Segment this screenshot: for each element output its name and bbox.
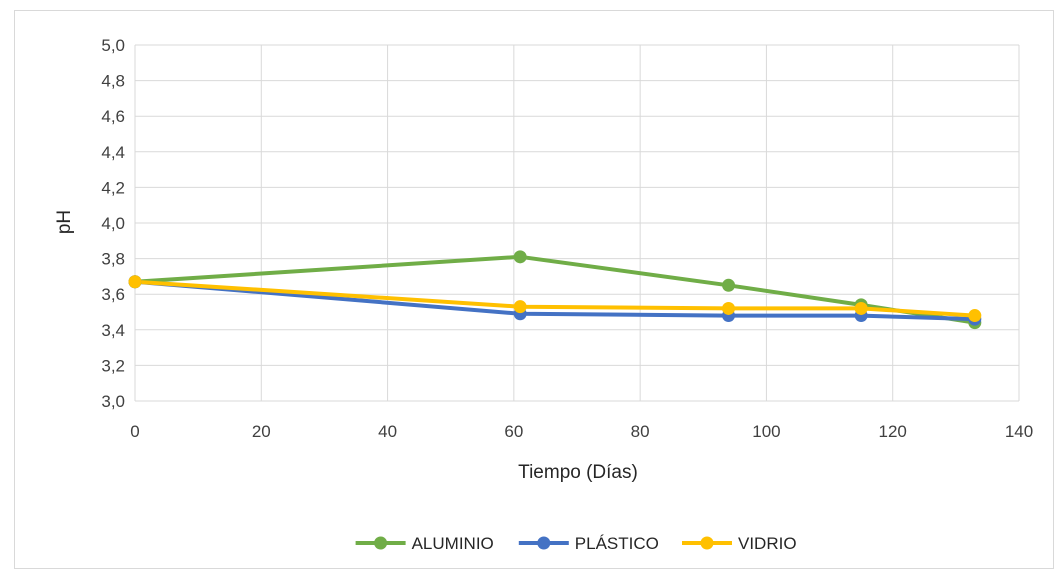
y-tick-label: 4,0 [101, 214, 125, 233]
x-tick-label: 140 [1005, 422, 1033, 441]
legend: ALUMINIO PLÁSTICO VIDRIO [355, 534, 797, 553]
y-tick-label: 3,6 [101, 285, 125, 304]
x-tick-label: 80 [631, 422, 650, 441]
data-point [968, 309, 982, 323]
y-tick-label: 3,8 [101, 250, 125, 269]
y-tick-label: 5,0 [101, 36, 125, 55]
legend-marker [537, 536, 551, 550]
data-point [854, 301, 868, 315]
y-axis-title: pH [54, 210, 75, 234]
x-axis-title: Tiempo (Días) [518, 462, 638, 483]
x-tick-label: 120 [879, 422, 907, 441]
series-points [128, 250, 982, 330]
x-tick-label: 100 [752, 422, 780, 441]
legend-label: ALUMINIO [412, 534, 494, 553]
x-tick-label: 40 [378, 422, 397, 441]
y-tick-label: 3,0 [101, 392, 125, 411]
x-tick-label: 0 [130, 422, 139, 441]
y-tick-label: 4,2 [101, 178, 125, 197]
data-point [128, 275, 142, 289]
legend-marker [374, 536, 388, 550]
data-point [513, 250, 527, 264]
y-tick-label: 4,6 [101, 107, 125, 126]
chart-frame [14, 10, 1054, 569]
data-point [513, 300, 527, 314]
legend-label: VIDRIO [738, 534, 797, 553]
y-tick-label: 3,4 [101, 321, 125, 340]
y-tick-label: 4,8 [101, 72, 125, 91]
legend-label: PLÁSTICO [575, 534, 659, 553]
data-point [722, 301, 736, 315]
x-tick-label: 60 [504, 422, 523, 441]
y-tick-label: 4,4 [101, 143, 125, 162]
x-tick-labels: 0 20 40 60 80 100 120 140 [130, 422, 1033, 441]
data-point [722, 278, 736, 292]
x-tick-label: 20 [252, 422, 271, 441]
legend-marker [700, 536, 714, 550]
y-tick-label: 3,2 [101, 356, 125, 375]
gridlines [134, 44, 1020, 402]
y-tick-labels: 3,0 3,2 3,4 3,6 3,8 4,0 4,2 4,4 4,6 4,8 5,0 [101, 36, 125, 411]
